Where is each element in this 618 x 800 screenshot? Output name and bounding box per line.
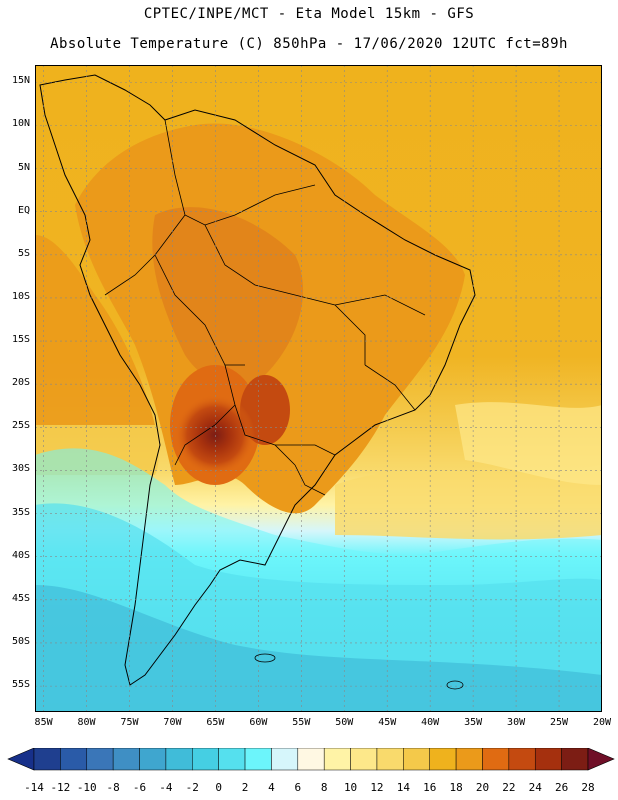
map-canvas bbox=[35, 65, 602, 712]
colorbar-label: 24 bbox=[528, 781, 542, 794]
colorbar-label: 2 bbox=[241, 781, 249, 794]
colorbar-swatch bbox=[482, 748, 510, 771]
colorbar-swatch bbox=[508, 748, 536, 771]
lon-label: 55W bbox=[292, 717, 311, 728]
colorbar-swatch bbox=[33, 748, 61, 771]
temperature-map bbox=[35, 65, 602, 712]
temperature-band bbox=[455, 402, 602, 485]
chart-title-line2: Absolute Temperature (C) 850hPa - 17/06/… bbox=[50, 36, 568, 52]
lat-label: 45S bbox=[11, 592, 30, 604]
colorbar-label: -4 bbox=[159, 781, 173, 794]
lon-label: 30W bbox=[507, 717, 526, 728]
lon-label: 50W bbox=[335, 717, 354, 728]
lon-label: 80W bbox=[77, 717, 96, 728]
lat-label: 10S bbox=[11, 290, 30, 302]
lat-label: 30S bbox=[11, 463, 30, 475]
colorbar-label: 18 bbox=[449, 781, 463, 794]
lon-label: 75W bbox=[120, 717, 139, 728]
lon-label: 85W bbox=[34, 717, 53, 728]
lon-label: 45W bbox=[378, 717, 397, 728]
colorbar-swatch bbox=[376, 748, 404, 771]
lat-label: EQ bbox=[17, 204, 30, 216]
colorbar-label: -8 bbox=[106, 781, 120, 794]
lat-label: 5N bbox=[17, 161, 30, 173]
colorbar-label: 22 bbox=[502, 781, 516, 794]
colorbar-swatch bbox=[534, 748, 562, 771]
colorbar-over-arrow bbox=[587, 748, 615, 771]
colorbar-swatch bbox=[323, 748, 351, 771]
colorbar-swatch bbox=[218, 748, 246, 771]
map-frame bbox=[35, 65, 602, 712]
chart-title-line1: CPTEC/INPE/MCT - Eta Model 15km - GFS bbox=[143, 6, 475, 22]
colorbar-label: -6 bbox=[132, 781, 147, 794]
colorbar-label: 10 bbox=[343, 781, 358, 794]
colorbar-label: 8 bbox=[320, 781, 328, 794]
colorbar-swatch bbox=[112, 748, 140, 771]
colorbar-label: 6 bbox=[294, 781, 302, 794]
colorbar-swatch bbox=[350, 748, 378, 771]
colorbar-label: 14 bbox=[396, 781, 410, 794]
lat-label: 15N bbox=[11, 75, 30, 87]
lon-label: 35W bbox=[464, 717, 483, 728]
lat-label: 5S bbox=[17, 247, 30, 259]
falkland-islands bbox=[446, 680, 464, 690]
colorbar-label: 26 bbox=[554, 781, 569, 794]
temperature-band bbox=[35, 585, 602, 712]
colorbar-swatch bbox=[192, 748, 219, 771]
lon-label: 60W bbox=[249, 717, 268, 728]
hotspot-region bbox=[175, 395, 255, 475]
coastline bbox=[39, 74, 476, 686]
colorbar-swatch bbox=[244, 748, 272, 771]
colorbar-label: 12 bbox=[370, 781, 384, 794]
temperature-band bbox=[335, 465, 602, 540]
colorbar-swatch bbox=[271, 748, 299, 771]
colorbar-swatch bbox=[403, 748, 430, 771]
colorbar bbox=[7, 748, 615, 771]
colorbar-swatch bbox=[139, 748, 167, 771]
colorbar-label: 20 bbox=[475, 781, 490, 794]
lat-label: 20S bbox=[11, 377, 30, 389]
colorbar-label: 4 bbox=[268, 781, 275, 794]
colorbar-label: 28 bbox=[581, 781, 595, 794]
colorbar-swatch bbox=[561, 748, 589, 771]
colorbar-label: -12 bbox=[50, 781, 71, 794]
lon-label: 65W bbox=[206, 717, 225, 728]
country-borders bbox=[104, 119, 426, 496]
lon-label: 70W bbox=[163, 717, 182, 728]
temperature-band bbox=[35, 235, 155, 425]
colorbar-label: -14 bbox=[24, 781, 44, 794]
lat-label: 25S bbox=[11, 420, 30, 432]
colorbar-swatch bbox=[429, 748, 457, 771]
colorbar-swatch bbox=[60, 748, 88, 771]
colorbar-label: 0 bbox=[215, 781, 222, 794]
island bbox=[254, 653, 276, 663]
lat-label: 35S bbox=[11, 506, 30, 518]
lat-label: 50S bbox=[11, 635, 30, 647]
colorbar-label: 16 bbox=[423, 781, 437, 794]
colorbar-label: -10 bbox=[76, 781, 97, 794]
lat-label: 40S bbox=[11, 549, 30, 561]
colorbar-swatch bbox=[86, 748, 114, 771]
colorbar-under-arrow bbox=[7, 748, 35, 771]
lat-label: 15S bbox=[11, 334, 30, 346]
lat-label: 10N bbox=[11, 118, 30, 130]
lon-label: 20W bbox=[592, 717, 612, 728]
lat-label: 55S bbox=[11, 679, 30, 691]
colorbar-swatch bbox=[455, 748, 483, 771]
lon-label: 40W bbox=[421, 717, 440, 728]
lon-label: 25W bbox=[550, 717, 569, 728]
colorbar-swatch bbox=[165, 748, 193, 771]
colorbar-label: -2 bbox=[185, 781, 199, 794]
colorbar-swatch bbox=[297, 748, 325, 771]
